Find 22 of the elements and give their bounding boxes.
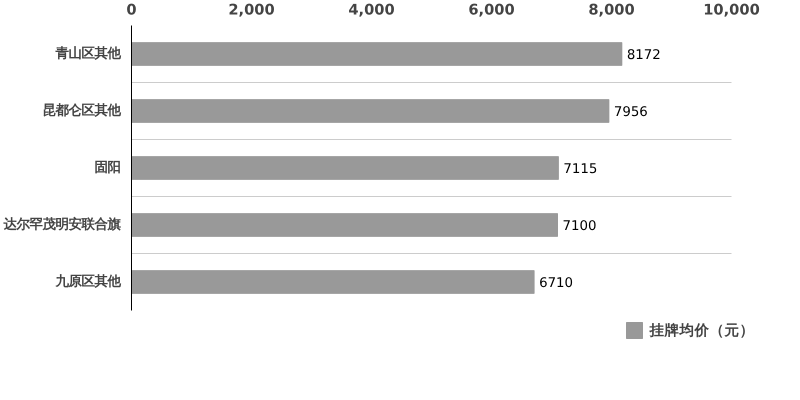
bar [132,213,558,237]
x-tick-label: 0 [126,2,137,18]
y-tick-label: 达尔罕茂明安联合旗 [2,216,120,232]
y-tick-label: 九原区其他 [54,274,122,290]
bar [132,42,622,66]
legend-label: 挂牌均价（元） [649,320,754,340]
x-tick-label: 10,000 [703,2,760,18]
bar [132,270,535,294]
y-tick-label: 昆都仑区其他 [42,104,122,118]
x-tick-label: 2,000 [228,2,275,18]
y-tick-label: 青山区其他 [54,46,122,62]
x-tick-label: 4,000 [348,2,395,18]
bar [132,99,610,123]
data-label: 7115 [563,162,598,177]
x-tick-label: 6,000 [468,2,515,18]
bar [132,156,559,180]
data-label: 8172 [626,48,661,63]
data-label: 7100 [562,219,596,234]
data-label: 7956 [614,105,648,120]
y-tick-label: 固阳 [94,160,120,176]
x-tick-label: 8,000 [588,2,635,18]
data-label: 6710 [539,276,574,291]
